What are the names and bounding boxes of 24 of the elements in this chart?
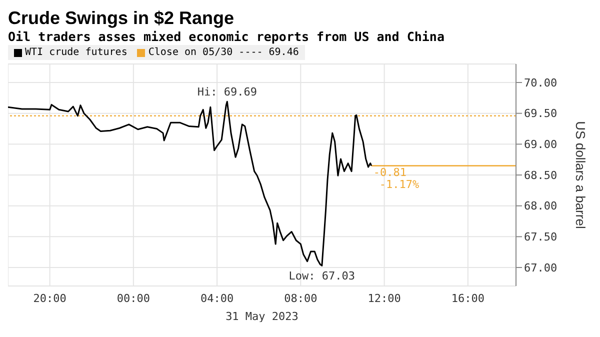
- y-tick-label: 67.00: [524, 261, 558, 274]
- annotation: -1.17%: [379, 178, 420, 191]
- y-tick-label: 68.00: [524, 200, 558, 213]
- x-tick-label: 20:00: [33, 292, 66, 305]
- annotation: Hi: 69.69: [197, 86, 257, 99]
- x-tick-label: 04:00: [200, 292, 234, 305]
- y-tick-label: 67.50: [524, 230, 558, 244]
- legend-label: WTI crude futures: [24, 47, 128, 58]
- x-tick-label: 00:00: [116, 292, 150, 305]
- x-tick-label: 16:00: [451, 292, 484, 305]
- x-tick-label: 12:00: [368, 292, 401, 305]
- line-series: [8, 100, 372, 266]
- y-tick-label: 70.00: [524, 76, 558, 90]
- y-tick-label: 68.50: [524, 168, 558, 182]
- y-tick-label: 69.00: [524, 138, 558, 152]
- chart-title: Crude Swings in $2 Range: [8, 8, 236, 28]
- x-axis-title: 31 May 2023: [226, 310, 298, 323]
- y-tick-label: 69.50: [524, 107, 558, 120]
- annotation: Low: 67.03: [288, 270, 356, 283]
- legend-label: Close on 05/30 ---- 69.46: [147, 47, 299, 58]
- y-axis-title: US dollars a barrel: [573, 121, 588, 229]
- x-tick-label: 08:00: [284, 292, 318, 305]
- chart-subtitle: Oil traders asses mixed economic reports from US and China: [8, 28, 446, 45]
- annotation: -0.81: [373, 166, 407, 179]
